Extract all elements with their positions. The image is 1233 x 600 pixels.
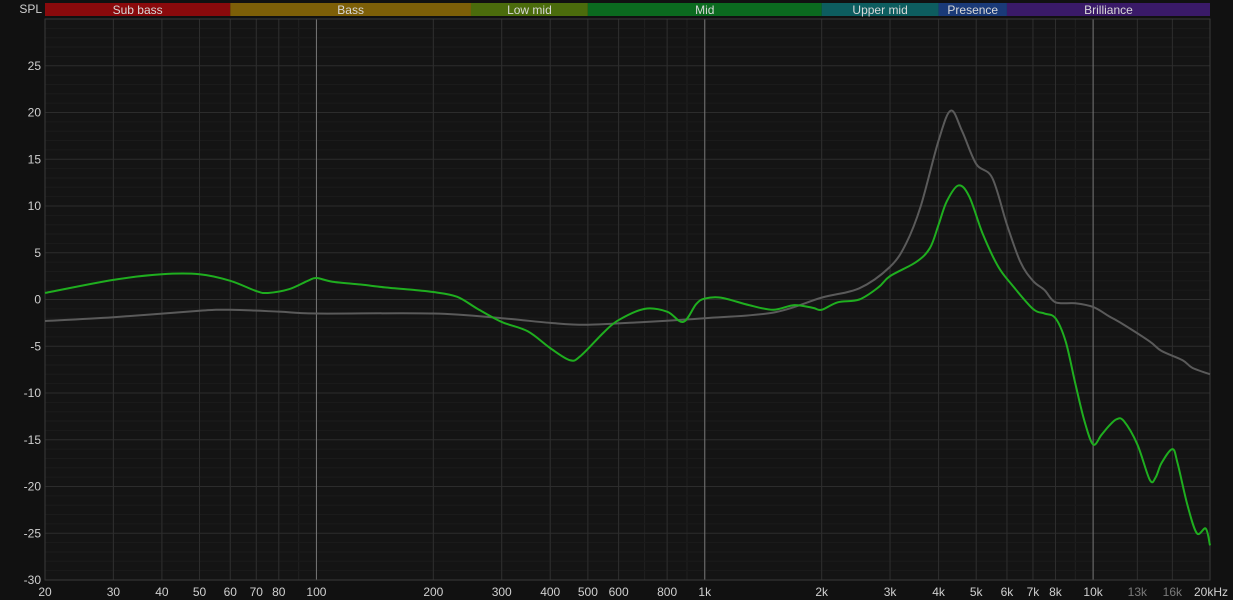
x-tick-label: 16k: [1163, 585, 1183, 599]
band-label: Low mid: [507, 3, 552, 17]
series-line-measured: [44, 184, 1211, 546]
plot-border: [44, 18, 1211, 581]
y-tick-label: 0: [34, 293, 41, 307]
x-tick-label: 5k: [970, 585, 984, 599]
y-tick-label: -5: [30, 339, 41, 353]
x-tick-label: 40: [155, 585, 169, 599]
x-tick-label: 600: [609, 585, 629, 599]
y-tick-label: -10: [24, 386, 42, 400]
y-tick-label: 15: [28, 152, 42, 166]
x-tick-label: 30: [107, 585, 121, 599]
y-tick-label: -25: [24, 526, 42, 540]
band-label: Mid: [695, 3, 714, 17]
y-tick-label: 10: [28, 199, 42, 213]
band-sub-bass: [45, 3, 231, 16]
band-upper-mid: [821, 3, 939, 16]
band-label: Brilliance: [1084, 3, 1133, 17]
x-tick-label: 80: [272, 585, 286, 599]
y-tick-label: -20: [24, 480, 42, 494]
x-tick-label: 10k: [1083, 585, 1103, 599]
x-tick-label: 20kHz: [1194, 585, 1228, 599]
x-tick-label: 1k: [698, 585, 712, 599]
y-tick-label: 5: [34, 246, 41, 260]
x-tick-label: 7k: [1027, 585, 1041, 599]
x-tick-label: 4k: [932, 585, 946, 599]
y-tick-label: 25: [28, 59, 42, 73]
y-axis-label: SPL: [19, 2, 42, 16]
band-bass: [230, 3, 471, 16]
band-label: Presence: [947, 3, 998, 17]
y-tick-label: 20: [28, 106, 42, 120]
x-tick-label: 6k: [1001, 585, 1015, 599]
x-tick-label: 500: [578, 585, 598, 599]
x-tick-label: 60: [224, 585, 238, 599]
series-line-target: [44, 109, 1211, 376]
x-tick-label: 70: [250, 585, 264, 599]
x-tick-label: 2k: [815, 585, 829, 599]
x-tick-label: 300: [492, 585, 512, 599]
band-mid: [587, 3, 822, 16]
y-tick-label: -30: [24, 573, 42, 587]
band-brilliance: [1006, 3, 1210, 16]
y-tick-label: -15: [24, 433, 42, 447]
x-tick-label: 200: [423, 585, 443, 599]
band-label: Upper mid: [852, 3, 907, 17]
band-low-mid: [470, 3, 588, 16]
x-tick-label: 20: [38, 585, 52, 599]
x-tick-label: 50: [193, 585, 207, 599]
band-label: Sub bass: [113, 3, 163, 17]
band-label: Bass: [337, 3, 364, 17]
x-tick-label: 8k: [1049, 585, 1063, 599]
x-tick-label: 400: [540, 585, 560, 599]
x-tick-label: 800: [657, 585, 677, 599]
band-presence: [938, 3, 1007, 16]
x-tick-label: 100: [306, 585, 326, 599]
x-tick-label: 13k: [1128, 585, 1148, 599]
x-tick-label: 3k: [884, 585, 898, 599]
